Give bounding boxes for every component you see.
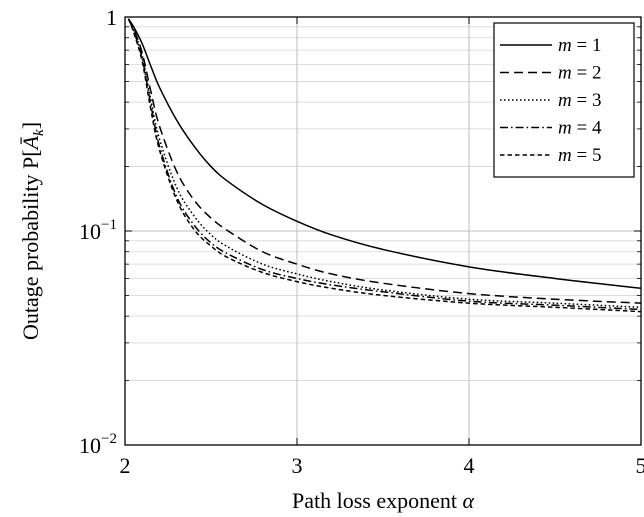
- series-line-m2: [127, 18, 642, 304]
- legend-label: m = 3: [558, 90, 601, 111]
- y-tick-label: 10−1: [79, 217, 117, 244]
- y-tick-label: 10−2: [79, 431, 117, 458]
- legend-label: m = 4: [558, 118, 602, 139]
- x-tick-label: 3: [292, 453, 303, 478]
- x-tick-label: 2: [120, 453, 131, 478]
- legend-label: m = 5: [558, 145, 601, 166]
- y-tick-label: 1: [106, 5, 117, 30]
- axis-ticks: 10−2 10−1 1 2 3 4 5: [79, 5, 644, 478]
- legend: m = 1 m = 2 m = 3 m = 4 m = 5: [493, 22, 635, 178]
- x-tick-label: 5: [636, 453, 644, 478]
- series-line-m5: [127, 18, 642, 313]
- x-axis-label: Path loss exponent α: [292, 488, 475, 513]
- x-tick-label: 4: [464, 453, 475, 478]
- legend-label: m = 1: [558, 35, 601, 56]
- series-line-m4: [127, 18, 642, 311]
- legend-label: m = 2: [558, 63, 601, 84]
- y-axis-label: Outage probability P[Āk]: [18, 122, 47, 340]
- series-line-m3: [127, 18, 642, 309]
- series-line-m1: [127, 18, 642, 290]
- series-lines: [127, 18, 642, 313]
